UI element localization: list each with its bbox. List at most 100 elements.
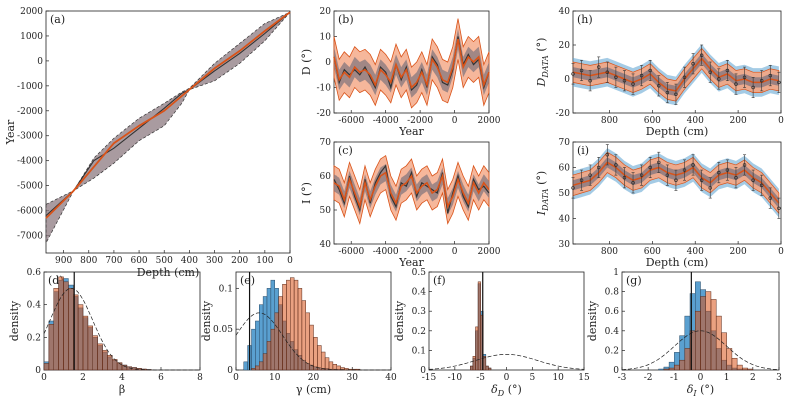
data-point xyxy=(588,78,592,83)
y-tick-label: 0.2 xyxy=(605,346,619,356)
posterior-bar xyxy=(278,296,283,371)
x-tick-label: -3 xyxy=(618,373,627,383)
x-tick-label: -4000 xyxy=(373,116,399,126)
reference-density xyxy=(621,330,780,370)
posterior-bar xyxy=(68,288,74,371)
x-tick-label: 5 xyxy=(529,373,535,383)
panel-g: -3 -2 -1 0 1 2 3 0 0.2 0.4 0.6 0.8 1 δI (°) density (g) xyxy=(586,268,782,398)
x-tick-label: 0 xyxy=(504,373,510,383)
posterior-bar xyxy=(77,304,84,371)
posterior-bar xyxy=(705,291,712,371)
posterior-bar xyxy=(321,351,326,371)
x-axis-label: Year xyxy=(398,125,424,138)
x-tick-label: -6000 xyxy=(338,247,364,257)
y-axis-label: DDATA (°) xyxy=(535,38,550,88)
y-tick-label: 0.4 xyxy=(27,301,42,311)
posterior-bar xyxy=(262,353,268,371)
x-tick-label: 8 xyxy=(197,373,203,383)
posterior-bar xyxy=(336,365,341,371)
data-point xyxy=(734,176,738,180)
posterior-bar xyxy=(255,365,260,371)
posterior-bar xyxy=(731,357,738,371)
data-point xyxy=(751,178,755,182)
axes-frame xyxy=(428,271,585,371)
panel-e: 0 10 20 30 40 0 0.05 0.1 γ (cm) density (e) xyxy=(200,271,397,396)
posterior-bar xyxy=(475,326,479,371)
y-tick-label: -1000 xyxy=(17,82,43,92)
x-tick-label: 2 xyxy=(750,373,756,383)
data-point xyxy=(725,68,730,73)
prior-bar xyxy=(259,304,264,371)
posterior-bar xyxy=(43,363,50,371)
data-point xyxy=(639,173,644,177)
y-tick-label: 0.1 xyxy=(219,284,233,294)
x-tick-label: -2000 xyxy=(407,116,433,126)
x-tick-label: 300 xyxy=(206,256,223,266)
posterior-bar xyxy=(58,276,64,371)
posterior-bar xyxy=(470,365,474,371)
data-point xyxy=(631,181,635,185)
y-tick-label: 40 xyxy=(559,7,571,17)
x-tick-label: 2000 xyxy=(478,247,501,257)
y-tick-label: 0.4 xyxy=(412,288,427,298)
x-tick-label: 0 xyxy=(287,256,293,266)
y-axis-label: D (°) xyxy=(300,49,313,75)
data-point xyxy=(768,196,772,200)
posterior-bar xyxy=(259,361,264,371)
x-tick-label: 30 xyxy=(347,373,359,383)
reference-density xyxy=(235,312,391,371)
data-point xyxy=(571,72,575,76)
panel-c: -6000 -4000 -2000 0 2000 40 50 60 70 Year I (°) (c) xyxy=(300,138,501,269)
posterior-bar xyxy=(282,284,287,371)
data-point xyxy=(614,163,618,167)
data-point xyxy=(682,75,687,80)
posterior-bar xyxy=(663,368,670,371)
x-axis-label: δD (°) xyxy=(491,383,522,398)
panel-label: (f) xyxy=(433,274,446,287)
x-tick-label: -1 xyxy=(670,373,679,383)
x-tick-label: 200 xyxy=(730,116,747,126)
axes-frame xyxy=(45,10,291,254)
y-tick-label: 0 xyxy=(613,366,619,376)
y-tick-label: 60 xyxy=(559,164,571,174)
x-tick-label: 1 xyxy=(724,373,730,383)
panel-b: -6000 -4000 -2000 0 2000 -20 -10 0 10 20 Year D (°)… xyxy=(300,7,501,138)
x-tick-label: 0 xyxy=(778,247,784,257)
data-point xyxy=(742,75,747,80)
posterior-bar xyxy=(313,337,318,371)
mean-line xyxy=(45,11,291,219)
y-tick-label: 1000 xyxy=(20,32,43,42)
y-tick-label: 0 xyxy=(564,75,570,85)
y-tick-label: 1 xyxy=(613,268,619,278)
x-tick-label: 40 xyxy=(385,373,397,383)
data-point xyxy=(657,160,661,165)
posterior-bar xyxy=(297,288,303,371)
y-tick-label: 50 xyxy=(320,206,332,216)
panel-label: (g) xyxy=(626,274,642,287)
y-tick-label: 0.6 xyxy=(605,307,620,317)
data-point xyxy=(691,61,695,66)
x-tick-label: 600 xyxy=(644,116,661,126)
y-tick-label: 0.05 xyxy=(213,325,233,335)
posterior-bar xyxy=(710,299,717,371)
data-point xyxy=(725,168,730,172)
y-tick-label: 0.6 xyxy=(27,268,42,278)
y-tick-label: 70 xyxy=(320,138,332,148)
x-tick-label: 0 xyxy=(233,373,239,383)
posterior-bar xyxy=(485,365,489,371)
y-tick-label: 2000 xyxy=(20,7,43,17)
posterior-bar xyxy=(121,364,128,371)
data-point xyxy=(648,165,652,170)
data-point xyxy=(674,178,678,182)
panel-label: (b) xyxy=(338,13,354,26)
x-tick-label: 200 xyxy=(231,256,248,266)
mean-line xyxy=(333,171,490,210)
posterior-bar xyxy=(684,348,691,371)
x-tick-label: 3 xyxy=(776,373,782,383)
panel-label: (i) xyxy=(577,144,589,157)
posterior-bar xyxy=(674,364,680,371)
x-tick-label: 20 xyxy=(308,373,320,383)
y-axis-label: IDATA (°) xyxy=(535,171,550,216)
data-point xyxy=(682,168,687,172)
